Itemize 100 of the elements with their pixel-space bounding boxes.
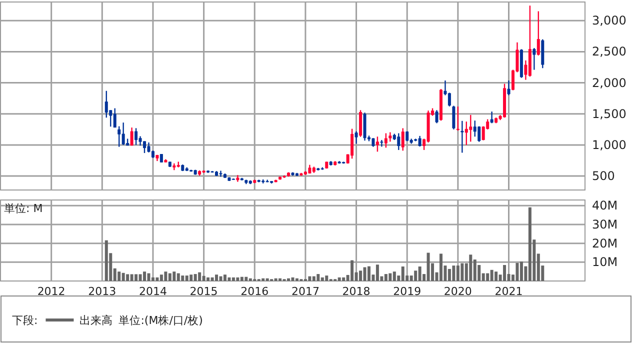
- candlestick: [118, 126, 121, 148]
- candlestick: [482, 126, 485, 141]
- candlestick: [354, 130, 358, 144]
- candlestick: [113, 108, 116, 128]
- bar: [520, 262, 523, 281]
- candlestick: [401, 128, 404, 152]
- bar: [460, 263, 464, 281]
- x-tick-label: 2020: [444, 285, 472, 298]
- bar: [147, 273, 150, 281]
- candlestick: [435, 110, 438, 124]
- legend-label: 出来高: [80, 314, 113, 327]
- y-tick-label: 40M: [592, 198, 618, 213]
- bar: [287, 278, 290, 281]
- candlestick: [473, 120, 476, 138]
- candlestick: [376, 136, 379, 152]
- bar: [320, 277, 324, 281]
- y-tick-label: 1,000: [592, 138, 626, 152]
- legend-title: 下段:: [12, 314, 38, 327]
- bar: [262, 278, 265, 281]
- bar: [350, 260, 354, 281]
- candlestick: [536, 10, 540, 56]
- bar: [266, 278, 269, 281]
- bar: [494, 272, 498, 281]
- bar: [156, 277, 159, 281]
- bar: [384, 274, 388, 281]
- bar: [452, 266, 456, 281]
- bar: [122, 272, 125, 281]
- bar: [376, 264, 379, 281]
- annotation: 単位: M: [4, 202, 43, 215]
- candlestick: [507, 80, 510, 96]
- y-tick-label: 3,000: [592, 14, 626, 28]
- candlestick: [219, 170, 222, 178]
- x-tick-label: 2013: [88, 285, 116, 298]
- bar: [469, 254, 472, 281]
- y-tick-label: 20M: [592, 236, 618, 250]
- bar: [215, 274, 218, 281]
- bar: [228, 277, 231, 281]
- y-tick-label: 10M: [592, 255, 618, 270]
- bar: [363, 267, 366, 281]
- bar: [198, 272, 202, 281]
- candlestick: [143, 140, 146, 154]
- bar: [338, 277, 341, 281]
- x-tick-label: 2012: [37, 285, 66, 298]
- bar: [232, 277, 235, 281]
- candlestick: [122, 122, 125, 146]
- candlestick: [448, 92, 451, 108]
- bar: [134, 274, 138, 281]
- bar: [160, 274, 163, 281]
- bar: [248, 278, 252, 281]
- candlestick: [418, 135, 422, 148]
- bar: [448, 268, 451, 281]
- bar: [274, 278, 278, 281]
- x-tick-label: 2017: [291, 285, 320, 298]
- candlestick: [138, 136, 142, 146]
- bar: [194, 274, 197, 281]
- candlestick: [464, 120, 468, 146]
- candlestick: [460, 120, 464, 154]
- x-tick-label: 2015: [190, 285, 218, 298]
- bar: [210, 277, 214, 281]
- candlestick: [350, 128, 354, 160]
- bar: [490, 270, 494, 281]
- bar: [130, 274, 134, 281]
- bar: [168, 273, 172, 281]
- candlestick: [452, 105, 456, 130]
- candlestick: [388, 132, 392, 142]
- bar: [401, 266, 404, 281]
- bar: [486, 273, 490, 281]
- bar: [219, 276, 222, 281]
- candlestick: [104, 90, 108, 118]
- candlestick: [532, 47, 536, 70]
- bar: [176, 273, 180, 281]
- y-tick-label: 500: [592, 169, 615, 184]
- bar: [312, 276, 316, 281]
- bar: [414, 270, 418, 281]
- bar: [278, 278, 282, 281]
- bar: [223, 274, 226, 281]
- bar: [181, 276, 184, 281]
- candlestick: [469, 114, 472, 142]
- text: 単位:(M株/口/枚): [118, 314, 203, 327]
- x-tick-label: 2014: [138, 285, 167, 298]
- y-tick-label: 2,500: [592, 44, 626, 59]
- bar: [185, 276, 188, 281]
- bar: [359, 270, 362, 281]
- bar: [244, 276, 248, 281]
- bar: [342, 277, 346, 281]
- candlestick: [134, 128, 138, 146]
- bar: [418, 266, 422, 281]
- bar: [439, 254, 442, 281]
- bar: [308, 276, 312, 281]
- bar: [503, 264, 506, 281]
- bar: [528, 207, 532, 281]
- bar: [456, 266, 460, 281]
- candlestick: [397, 132, 400, 151]
- bar: [190, 274, 193, 281]
- x-tick-label: 2016: [240, 285, 269, 298]
- bar: [367, 266, 370, 281]
- candlestick: [130, 126, 134, 146]
- x-tick-label: 2019: [393, 285, 422, 298]
- bar: [291, 277, 294, 281]
- candlestick: [380, 139, 384, 148]
